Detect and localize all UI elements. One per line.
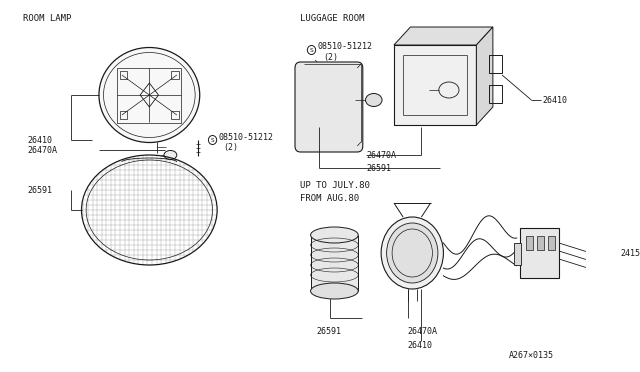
- Bar: [172, 111, 179, 119]
- Polygon shape: [476, 27, 493, 125]
- Text: 08510-51212: 08510-51212: [218, 132, 273, 141]
- FancyBboxPatch shape: [295, 62, 363, 152]
- Text: (2): (2): [223, 142, 239, 151]
- Text: 08510-51212: 08510-51212: [318, 42, 373, 51]
- Circle shape: [209, 135, 217, 144]
- Ellipse shape: [310, 227, 358, 243]
- Polygon shape: [394, 27, 493, 45]
- Text: 26410: 26410: [28, 135, 52, 144]
- Text: A267×0135: A267×0135: [508, 350, 554, 359]
- Text: 26591: 26591: [28, 186, 52, 195]
- Bar: [548, 236, 555, 250]
- Text: 24159: 24159: [620, 248, 640, 257]
- Ellipse shape: [164, 151, 177, 160]
- Text: LUGGAGE ROOM: LUGGAGE ROOM: [300, 13, 364, 22]
- Text: 26591: 26591: [316, 327, 341, 336]
- Bar: [600, 245, 605, 255]
- Text: (2): (2): [323, 52, 339, 61]
- Bar: [120, 71, 127, 79]
- Ellipse shape: [365, 93, 382, 106]
- Bar: [520, 228, 559, 278]
- Bar: [310, 235, 358, 291]
- Bar: [172, 71, 179, 79]
- Bar: [591, 241, 607, 271]
- Bar: [514, 243, 521, 265]
- Bar: [537, 236, 544, 250]
- Text: 26591: 26591: [367, 164, 392, 173]
- Bar: [593, 245, 597, 255]
- Circle shape: [307, 45, 316, 55]
- Bar: [117, 68, 181, 123]
- Text: FROM AUG.80: FROM AUG.80: [300, 193, 358, 202]
- Text: 26470A: 26470A: [367, 151, 396, 160]
- Text: 26470A: 26470A: [408, 327, 438, 336]
- Text: UP TO JULY.80: UP TO JULY.80: [300, 180, 369, 189]
- Text: 26410: 26410: [542, 96, 567, 105]
- Ellipse shape: [99, 48, 200, 142]
- Ellipse shape: [310, 283, 358, 299]
- Ellipse shape: [381, 217, 444, 289]
- Ellipse shape: [387, 223, 438, 283]
- Text: 26410: 26410: [408, 340, 433, 350]
- Text: S: S: [211, 138, 214, 142]
- Bar: [120, 111, 127, 119]
- Bar: [526, 236, 533, 250]
- Text: 26470A: 26470A: [28, 145, 58, 154]
- Text: ROOM LAMP: ROOM LAMP: [23, 13, 71, 22]
- Text: S: S: [310, 48, 314, 52]
- Bar: [394, 45, 476, 125]
